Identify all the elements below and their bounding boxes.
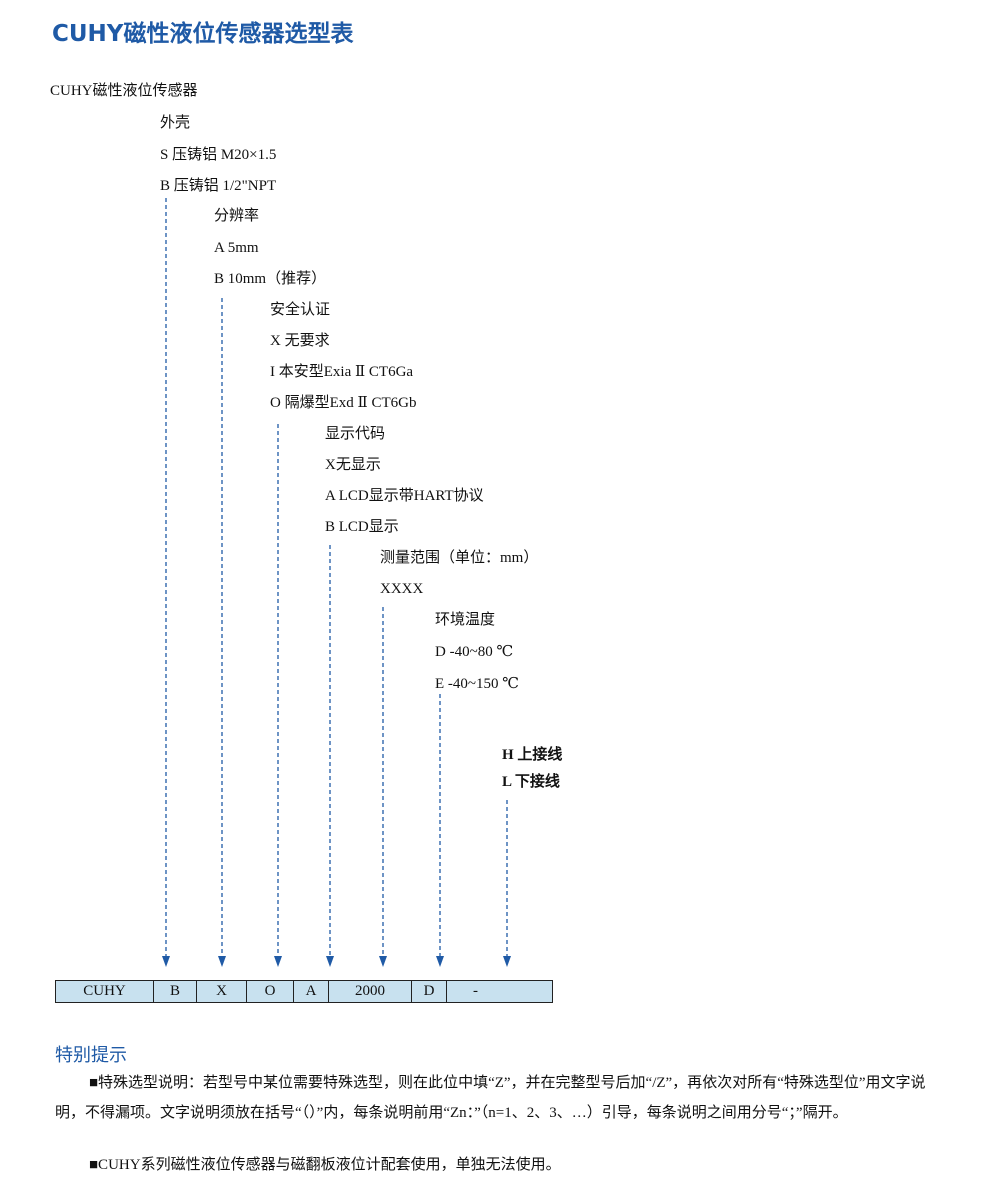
housing-option: B 压铸铝 1/2"NPT [160,178,277,194]
note-paragraph: ■特殊选型说明：若型号中某位需要特殊选型，则在此位中填“Z”，并在完整型号后加“… [55,1075,926,1121]
display-heading: 显示代码 [325,426,386,442]
code-cell: A [293,980,329,1003]
wiring-option: L 下接线 [502,774,560,790]
display-option: X无显示 [325,457,381,473]
temp-option: D -40~80 ℃ [435,644,514,660]
arrow-head-icon [379,956,387,967]
safety-option: I 本安型Exia Ⅱ CT6Ga [270,364,414,380]
range-option: XXXX [380,581,424,597]
code-cell: - [446,980,553,1003]
arrow-head-icon [503,956,511,967]
safety-option: X 无要求 [270,333,330,349]
range-heading: 测量范围（单位：mm） [380,550,539,566]
model-code-table: CUHY B X O A 2000 D - [55,980,553,1003]
root-label: CUHY磁性液位传感器 [50,83,198,99]
code-cell: D [411,980,447,1003]
housing-option: S 压铸铝 M20×1.5 [160,147,277,163]
resolution-option: A 5mm [214,240,259,256]
arrow-head-icon [274,956,282,967]
page-title: CUHY磁性液位传感器选型表 [52,21,354,47]
code-cell: O [246,980,294,1003]
code-cell: B [153,980,197,1003]
note-paragraph: ■CUHY系列磁性液位传感器与磁翻板液位计配套使用，单独无法使用。 [89,1157,561,1173]
display-option: A LCD显示带HART协议 [325,488,484,504]
arrow-head-icon [162,956,170,967]
code-cell: CUHY [55,980,154,1003]
resolution-heading: 分辨率 [214,208,260,224]
safety-option: O 隔爆型Exd Ⅱ CT6Gb [270,395,417,411]
temp-option: E -40~150 ℃ [435,676,520,692]
safety-heading: 安全认证 [270,302,331,318]
arrow-head-icon [326,956,334,967]
temp-heading: 环境温度 [435,612,496,628]
housing-heading: 外壳 [160,115,191,131]
arrow-head-icon [218,956,226,967]
wiring-option: H 上接线 [502,747,563,763]
resolution-option: B 10mm（推荐） [214,271,327,287]
code-cell: 2000 [328,980,412,1003]
notes-title: 特别提示 [55,1045,127,1066]
arrow-head-icon [436,956,444,967]
code-cell: X [196,980,247,1003]
display-option: B LCD显示 [325,519,399,535]
